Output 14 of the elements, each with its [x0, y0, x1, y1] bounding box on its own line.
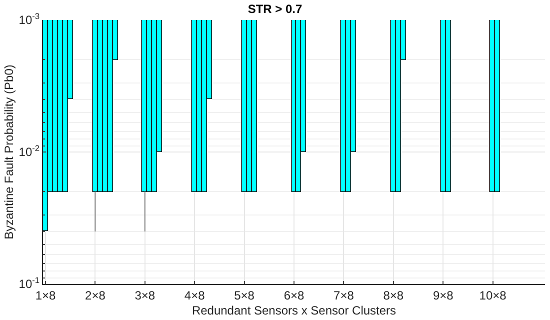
x-tick-label: 4×8 [184, 288, 206, 302]
x-axis-title: Redundant Sensors x Sensor Clusters [192, 303, 396, 318]
x-tick-label: 6×8 [284, 288, 304, 302]
chart-title: STR > 0.7 [248, 2, 303, 16]
x-tick-label: 9×8 [432, 288, 454, 302]
y-tick-label: 10$^{-3}$ [18, 11, 40, 28]
x-tick-label: 5×8 [234, 288, 255, 302]
x-tick-label: 7×8 [334, 288, 354, 302]
y-axis-title: Byzantine Fault Probability (Pb0) [2, 64, 16, 240]
x-tick-label: 3×8 [134, 288, 156, 302]
x-tick-label: 10×8 [479, 288, 507, 302]
x-tick-label: 8×8 [383, 288, 404, 302]
y-tick-label: 10$^{-2}$ [18, 143, 40, 160]
x-tick-label: 2×8 [85, 288, 106, 302]
